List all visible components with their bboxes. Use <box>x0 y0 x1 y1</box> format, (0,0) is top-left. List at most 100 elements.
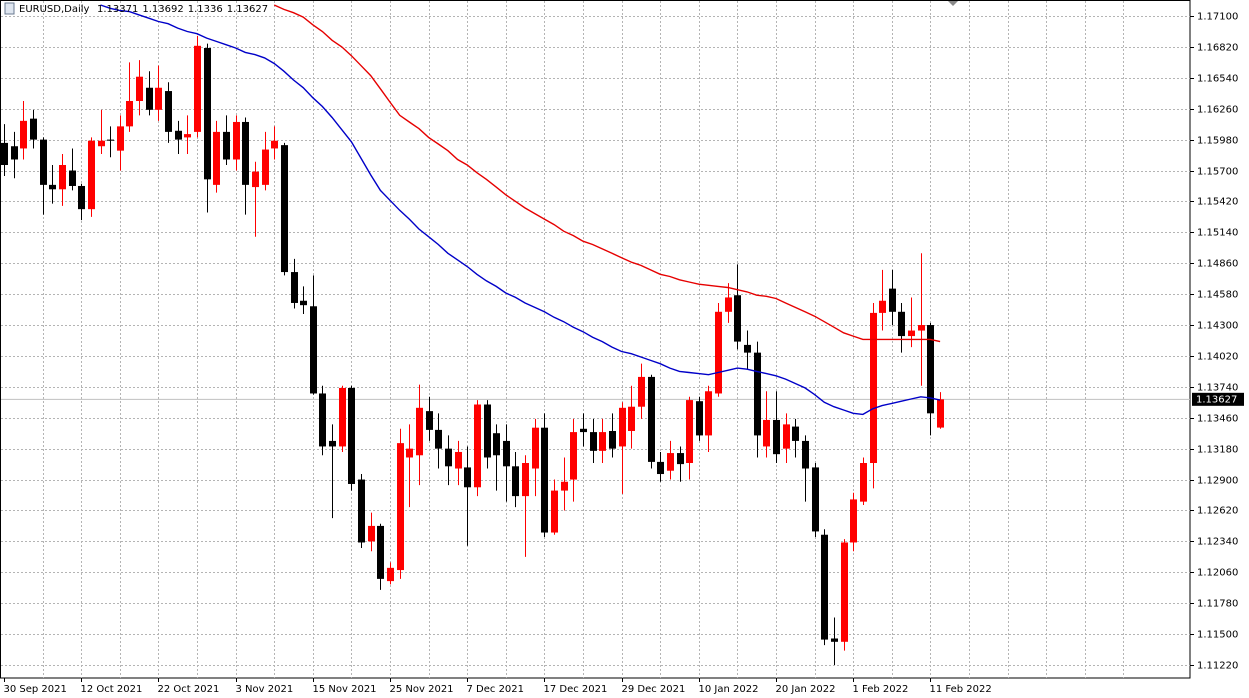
candle-body <box>233 121 240 160</box>
candle-body <box>841 542 848 642</box>
candle-body <box>281 145 288 273</box>
y-tick-label: 1.14020 <box>1197 352 1238 363</box>
ohlc-value: 1.13627 <box>227 4 268 15</box>
candle-body <box>870 312 877 464</box>
plot <box>1 4 1190 665</box>
candle-body <box>628 406 635 431</box>
candle-body <box>667 453 674 471</box>
candle-body <box>445 448 452 467</box>
candle-body <box>397 443 404 571</box>
ohlc-value: 1.13371 <box>97 4 138 15</box>
candle-body <box>677 453 684 465</box>
y-tick-label: 1.13460 <box>1197 414 1238 425</box>
candle-body <box>715 311 722 394</box>
candle-body <box>271 140 278 149</box>
candle-body <box>590 432 597 451</box>
symbol-icon <box>4 2 15 15</box>
candle-body <box>291 272 298 303</box>
candle-body <box>117 126 124 151</box>
candle-body <box>734 295 741 342</box>
candle-body <box>59 165 66 190</box>
candle-body <box>812 467 819 532</box>
y-tick-label: 1.12900 <box>1197 476 1238 487</box>
candle-body <box>406 448 413 458</box>
candle-body <box>918 325 925 331</box>
candle-body <box>686 400 693 464</box>
candle-body <box>802 440 809 469</box>
candle-body <box>570 432 577 480</box>
candle-body <box>300 300 307 306</box>
candle-body <box>503 440 510 467</box>
candle-body <box>339 387 346 447</box>
candle-body <box>107 139 114 141</box>
candle-body <box>889 288 896 312</box>
y-tick-label: 1.15140 <box>1197 228 1238 239</box>
candle-body <box>754 352 761 436</box>
candle-body <box>348 387 355 484</box>
x-tick-label: 11 Feb 2022 <box>930 684 992 695</box>
candle-body <box>426 411 433 430</box>
y-tick-label: 1.11220 <box>1197 661 1238 672</box>
x-tick-label: 30 Sep 2021 <box>4 684 67 695</box>
candle-body <box>821 534 828 640</box>
y-tick-label: 1.15700 <box>1197 167 1238 178</box>
y-tick-label: 1.17100 <box>1197 12 1238 23</box>
moving-average-line <box>100 4 941 416</box>
candle-body <box>435 429 442 449</box>
candle-body <box>580 428 587 433</box>
x-tick-label: 10 Jan 2022 <box>699 684 759 695</box>
candle-body <box>242 121 249 185</box>
candle-body <box>319 393 326 447</box>
candle-body <box>493 433 500 456</box>
candle-body <box>850 499 857 543</box>
candle-body <box>175 130 182 140</box>
candle-body <box>40 139 47 185</box>
candle-body <box>773 419 780 455</box>
candle-body <box>223 131 230 160</box>
candle-body <box>937 399 944 428</box>
candle-body <box>783 424 790 449</box>
candle-body <box>532 427 539 469</box>
x-tick-label: 15 Nov 2021 <box>313 684 377 695</box>
y-tick-label: 1.12340 <box>1197 537 1238 548</box>
ohlc-value: 1.1336 <box>188 4 223 15</box>
x-tick-label: 7 Dec 2021 <box>467 684 525 695</box>
x-tick-label: 25 Nov 2021 <box>390 684 454 695</box>
x-tick-label: 1 Feb 2022 <box>853 684 909 695</box>
y-tick-label: 1.15420 <box>1197 197 1238 208</box>
grid <box>1 1 1190 678</box>
plot-frame <box>0 0 1191 679</box>
candle-body <box>908 330 915 337</box>
y-tick-label: 1.16540 <box>1197 74 1238 85</box>
candle-body <box>831 638 838 642</box>
candle-body <box>561 481 568 491</box>
shift-marker <box>948 1 958 6</box>
candle-body <box>744 344 751 353</box>
y-tick-label: 1.12060 <box>1197 568 1238 579</box>
chart-title: EURUSD,Daily <box>19 4 90 15</box>
candle-body <box>11 146 18 160</box>
candle-body <box>512 466 519 497</box>
candle-body <box>541 427 548 533</box>
x-tick-label: 17 Dec 2021 <box>544 684 608 695</box>
candle-body <box>792 426 799 441</box>
candle-body <box>194 45 201 132</box>
y-tick-label: 1.12620 <box>1197 506 1238 517</box>
candle-body <box>98 140 105 147</box>
candle-body <box>20 120 27 149</box>
candle-body <box>522 463 529 497</box>
candle-body <box>377 525 384 579</box>
candle-body <box>657 461 664 475</box>
last-price-label: 1.13627 <box>1196 394 1237 405</box>
candle-body <box>725 297 732 312</box>
candle-body <box>927 325 934 414</box>
candle-body <box>88 140 95 210</box>
ohlc-header: 1.13371 1.13692 1.1336 1.13627 <box>97 4 268 15</box>
candle-body <box>155 87 162 110</box>
candle-body <box>30 118 37 140</box>
x-tick-label: 12 Oct 2021 <box>81 684 143 695</box>
candle-body <box>474 404 481 488</box>
y-tick-label: 1.13180 <box>1197 445 1238 456</box>
candle-body <box>464 467 471 488</box>
